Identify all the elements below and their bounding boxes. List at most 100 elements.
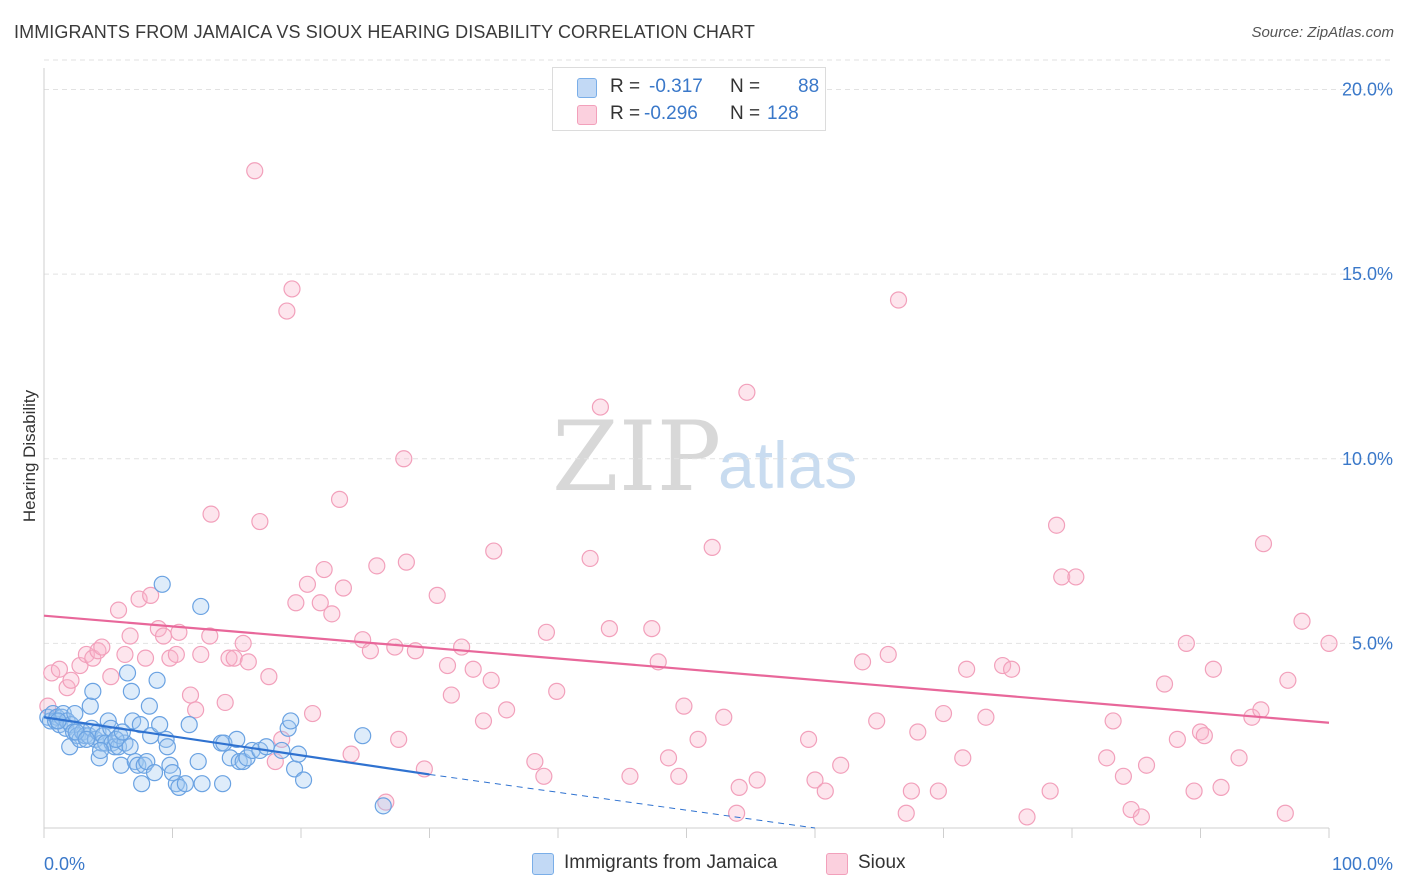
jamaica-point bbox=[228, 730, 246, 748]
tick-labels: 5.0% 10.0% 15.0% 20.0% 0.0% 100.0% bbox=[44, 80, 1393, 874]
jamaica-legend-icon bbox=[532, 853, 554, 875]
sioux-point bbox=[390, 730, 408, 748]
sioux-point bbox=[251, 512, 269, 531]
sioux-point bbox=[368, 557, 386, 575]
sioux-point bbox=[703, 538, 721, 556]
legend-r-value: -0.317 bbox=[649, 76, 703, 97]
sioux-point bbox=[929, 782, 947, 800]
sioux-point bbox=[342, 745, 360, 763]
sioux-point bbox=[278, 302, 296, 320]
jamaica-point bbox=[122, 682, 140, 700]
sioux-point bbox=[889, 291, 908, 309]
jamaica-point bbox=[77, 730, 96, 748]
sioux-point bbox=[600, 620, 619, 638]
sioux-point bbox=[474, 712, 493, 730]
sioux-point bbox=[1252, 701, 1270, 719]
jamaica-point bbox=[354, 727, 372, 745]
sioux-point bbox=[1293, 612, 1311, 630]
bottom-legend-label: Sioux bbox=[858, 852, 906, 873]
sioux-trend-line bbox=[43, 614, 1330, 724]
jamaica-point bbox=[193, 775, 211, 793]
legend-r-label: R = bbox=[610, 76, 641, 97]
gridlines bbox=[44, 59, 1392, 644]
y-axis-title: Hearing Disability bbox=[20, 389, 39, 522]
watermark-zip: ZIP bbox=[552, 401, 721, 513]
legend-n-value: 128 bbox=[767, 103, 799, 124]
sioux-point bbox=[1254, 535, 1273, 553]
sioux-point bbox=[428, 586, 446, 604]
sioux-point bbox=[868, 712, 886, 730]
sioux-point bbox=[958, 660, 976, 678]
sioux-point bbox=[1067, 568, 1085, 586]
sioux-point bbox=[453, 638, 471, 656]
sioux-point bbox=[386, 638, 404, 656]
jamaica-point bbox=[192, 597, 210, 616]
sioux-point bbox=[1114, 767, 1133, 785]
sioux-point bbox=[1041, 782, 1059, 800]
sioux-point bbox=[537, 623, 556, 641]
sioux-point bbox=[1053, 568, 1071, 586]
jamaica-point bbox=[84, 682, 102, 700]
sioux-point bbox=[659, 749, 678, 767]
sioux-point bbox=[934, 704, 953, 723]
sioux-point bbox=[464, 660, 482, 678]
jamaica-point bbox=[133, 775, 151, 793]
sioux-point bbox=[591, 398, 610, 416]
bottom-legend-label: Immigrants from Jamaica bbox=[564, 852, 778, 873]
sioux-point bbox=[621, 767, 639, 785]
correlation-legend: R = -0.317 N = 88 R = -0.296 N = 128 bbox=[552, 67, 826, 131]
sioux-point bbox=[102, 668, 120, 686]
y-tick-label: 10.0% bbox=[1342, 449, 1393, 469]
sioux-point bbox=[1279, 671, 1297, 689]
jamaica-point bbox=[180, 716, 198, 734]
jamaica-point bbox=[91, 741, 110, 760]
sioux-point bbox=[136, 649, 155, 667]
sioux-point bbox=[1018, 808, 1036, 826]
sioux-point bbox=[181, 686, 200, 704]
legend-n-value: 88 bbox=[798, 76, 820, 97]
legend-r-label: R = bbox=[610, 103, 641, 124]
jamaica-point bbox=[81, 697, 99, 715]
sioux-point bbox=[1195, 727, 1213, 745]
sioux-point bbox=[535, 767, 553, 785]
sioux-point bbox=[50, 660, 69, 678]
sioux-point bbox=[260, 668, 278, 686]
jamaica-point bbox=[153, 575, 171, 593]
jamaica-point bbox=[66, 704, 84, 723]
jamaica-point bbox=[273, 741, 291, 760]
jamaica-point bbox=[129, 756, 147, 774]
jamaica-point bbox=[176, 775, 194, 793]
sioux-point bbox=[192, 645, 210, 664]
jamaica-point bbox=[148, 671, 166, 689]
sioux-point bbox=[1132, 808, 1150, 826]
sioux-point bbox=[395, 450, 413, 468]
jamaica-point bbox=[374, 797, 392, 815]
y-tick-label: 15.0% bbox=[1342, 264, 1393, 284]
sioux-point bbox=[283, 280, 301, 298]
sioux-legend-icon bbox=[826, 853, 848, 875]
sioux-point bbox=[1204, 660, 1222, 678]
sioux-point bbox=[689, 730, 707, 748]
sioux-point bbox=[234, 634, 252, 652]
sioux-point bbox=[879, 645, 897, 664]
sioux-point bbox=[187, 701, 205, 719]
sioux-point bbox=[977, 708, 995, 726]
sioux-point bbox=[1003, 660, 1021, 678]
sioux-point bbox=[201, 627, 219, 645]
sioux-point bbox=[1276, 804, 1294, 822]
jamaica-point bbox=[118, 664, 137, 682]
sioux-point bbox=[799, 730, 818, 748]
watermark-atlas: atlas bbox=[718, 428, 857, 502]
sioux-point bbox=[1137, 756, 1156, 774]
sioux-point bbox=[1230, 749, 1248, 767]
source-label: Source: ZipAtlas.com bbox=[1251, 24, 1394, 41]
x-tick-label: 0.0% bbox=[44, 854, 85, 874]
sioux-point bbox=[806, 771, 824, 789]
sioux-point bbox=[482, 671, 500, 689]
axes bbox=[43, 68, 1330, 838]
sioux-point bbox=[670, 767, 688, 785]
sioux-point bbox=[748, 771, 766, 789]
sioux-point bbox=[909, 723, 927, 741]
y-tick-label: 5.0% bbox=[1352, 633, 1393, 653]
jamaica-point bbox=[221, 749, 239, 767]
